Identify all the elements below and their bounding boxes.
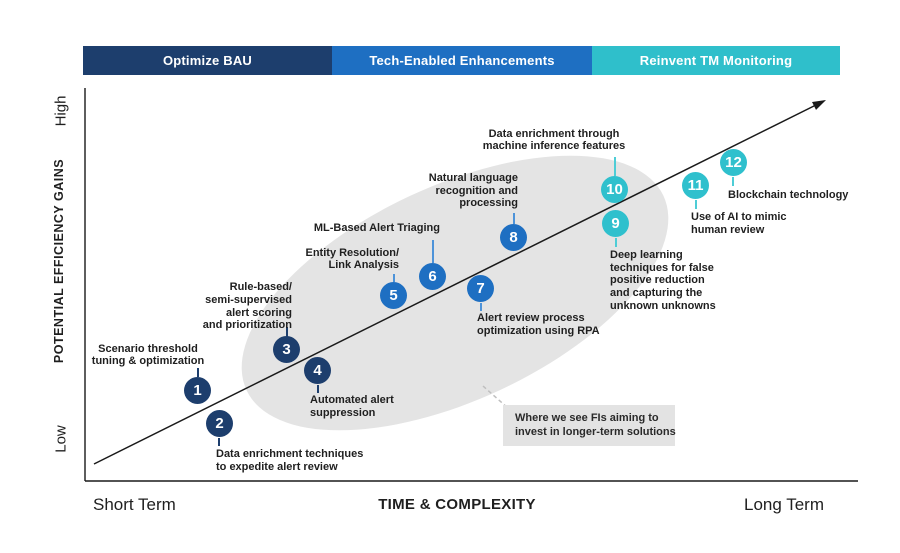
point-3-label: Rule-based/ semi-supervised alert scorin… bbox=[202, 281, 292, 332]
point-4-marker: 4 bbox=[304, 357, 331, 384]
point-5-tick bbox=[393, 274, 395, 282]
point-3-marker: 3 bbox=[273, 336, 300, 363]
x-axis-long-term-label: Long Term bbox=[743, 495, 824, 514]
point-5-marker: 5 bbox=[380, 282, 407, 309]
point-8-marker: 8 bbox=[500, 224, 527, 251]
y-axis-low-label: Low bbox=[52, 425, 70, 453]
point-4-label: Automated alert suppression bbox=[310, 394, 394, 419]
point-10-label: Data enrichment through machine inferenc… bbox=[482, 127, 626, 153]
point-6-label: ML-Based Alert Triaging bbox=[313, 222, 440, 235]
point-12-marker: 12 bbox=[720, 149, 747, 176]
point-11-marker: 11 bbox=[682, 172, 709, 199]
point-6-marker: 6 bbox=[419, 263, 446, 290]
point-1-tick bbox=[197, 368, 199, 377]
point-12-tick bbox=[732, 177, 734, 186]
x-axis-title: TIME & COMPLEXITY bbox=[378, 496, 536, 513]
point-7-marker: 7 bbox=[467, 275, 494, 302]
point-9-marker: 9 bbox=[602, 210, 629, 237]
point-9-tick bbox=[615, 238, 617, 247]
point-3-tick bbox=[286, 327, 288, 337]
trend-arrow bbox=[93, 99, 827, 465]
point-12-label: Blockchain technology bbox=[728, 189, 849, 201]
point-11-tick bbox=[695, 200, 697, 209]
point-10-tick bbox=[614, 157, 616, 176]
point-4-tick bbox=[317, 385, 319, 393]
band-tech-enabled: Tech-Enabled Enhancements bbox=[332, 46, 592, 75]
point-1-label: Scenario threshold tuning & optimization bbox=[91, 342, 205, 368]
point-5-label: Entity Resolution/ Link Analysis bbox=[305, 246, 400, 272]
point-2-label: Data enrichment techniques to expedite a… bbox=[216, 448, 364, 473]
band-reinvent-tm: Reinvent TM Monitoring bbox=[592, 46, 840, 75]
point-1-marker: 1 bbox=[184, 377, 211, 404]
point-10-marker: 10 bbox=[601, 176, 628, 203]
point-11-label: Use of AI to mimic human review bbox=[691, 211, 787, 236]
point-7-label: Alert review process optimization using … bbox=[477, 312, 600, 337]
point-8-tick bbox=[513, 213, 515, 224]
point-9-label: Deep learning techniques for false posit… bbox=[610, 249, 716, 312]
phase-bands: Optimize BAU Tech-Enabled Enhancements R… bbox=[83, 46, 840, 75]
fi-investment-callout: Where we see FIs aiming to invest in lon… bbox=[503, 405, 676, 446]
y-axis-title: POTENTIAL EFFICIENCY GAINS bbox=[52, 158, 66, 364]
point-2-marker: 2 bbox=[206, 410, 233, 437]
y-axis-high-label: High bbox=[52, 95, 70, 127]
point-2-tick bbox=[218, 438, 220, 446]
point-7-tick bbox=[480, 303, 482, 311]
longer-term-solutions-ellipse bbox=[241, 155, 669, 431]
band-optimize-bau: Optimize BAU bbox=[83, 46, 332, 75]
point-8-label: Natural language recognition and process… bbox=[428, 172, 518, 210]
point-6-tick bbox=[432, 240, 434, 263]
x-axis-short-term-label: Short Term bbox=[93, 495, 176, 514]
